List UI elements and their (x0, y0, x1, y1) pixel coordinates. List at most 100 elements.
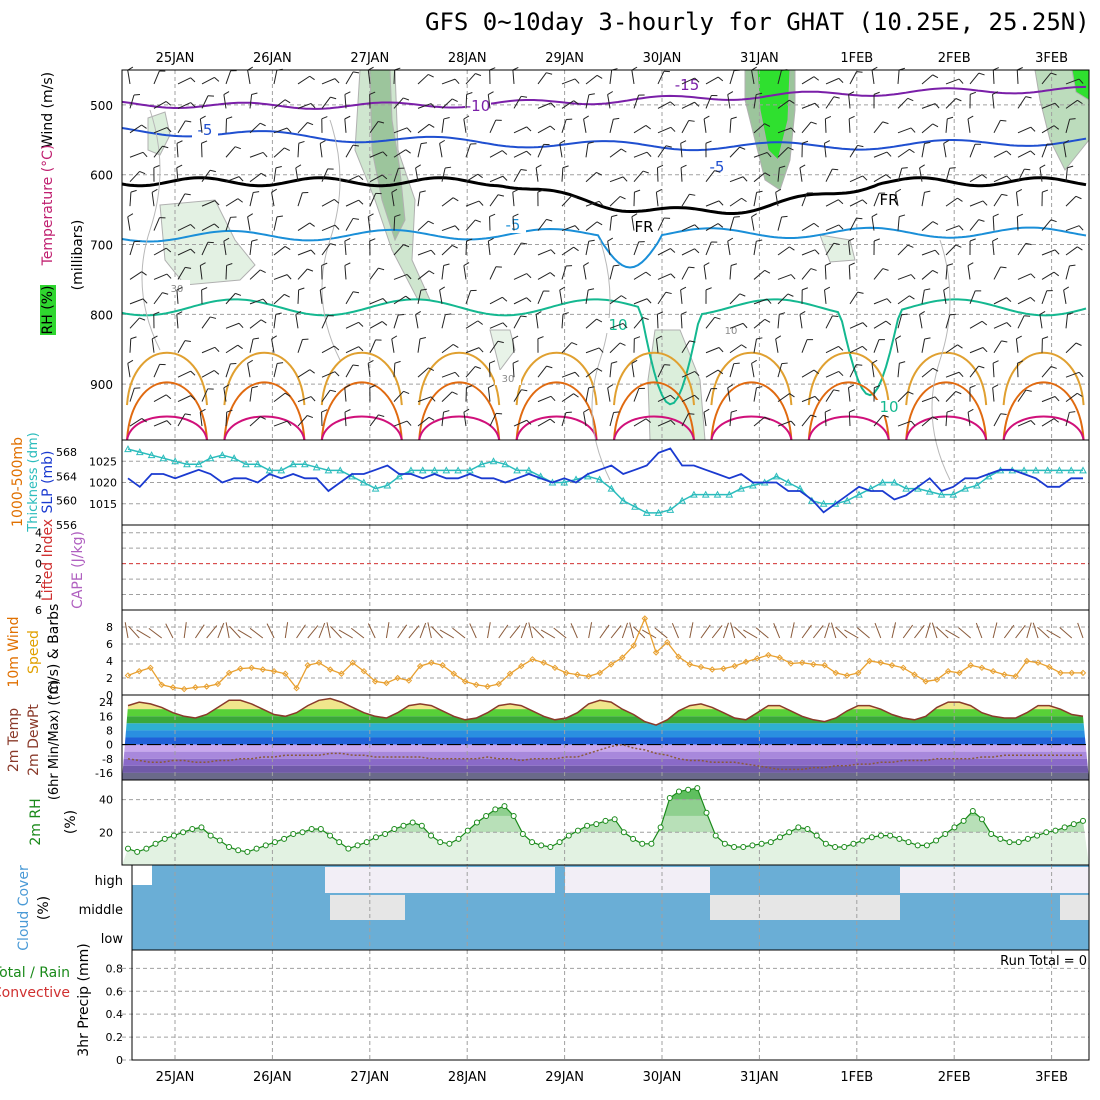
temp-contour-line (807, 415, 890, 441)
temp-tick-label: 8 (106, 724, 113, 737)
wind-barb (199, 408, 206, 427)
wind-barb-shaft (705, 388, 712, 402)
wind-barb-flag (764, 269, 771, 274)
wind-barb-flag (613, 411, 620, 413)
wind-barb (825, 168, 839, 182)
wind-barb-flag (1042, 336, 1049, 340)
wind-barb (799, 164, 806, 182)
wind-barb (153, 127, 172, 134)
rh-point (290, 830, 297, 837)
wind-barb (921, 337, 931, 353)
wind-barb-flag (201, 287, 208, 291)
wind-barb-shaft (393, 149, 407, 158)
wind-barb (969, 290, 982, 305)
wind-barb (873, 298, 892, 305)
wind10-barb (689, 622, 694, 639)
rh-point (271, 839, 278, 846)
precip-panel: 00.20.40.60.8 Run Total = 0 (106, 950, 1089, 1067)
wind-barb-flag (310, 103, 316, 109)
wind-barb (321, 168, 334, 182)
wind-barb-shaft (824, 118, 827, 133)
wind-barb-shaft (897, 148, 910, 158)
wind-barb-flag (588, 239, 595, 242)
wind-barb-flag (358, 346, 364, 352)
li-tick-label: 6 (35, 604, 42, 617)
wind-barb (801, 102, 820, 109)
wind-barb-flag (214, 346, 220, 352)
wind-barb-flag (665, 291, 672, 295)
wind-barb (705, 316, 721, 329)
wind-barb (441, 263, 450, 280)
temp-contour-line (1002, 381, 1085, 441)
label-slp: SLP (mb) (40, 450, 56, 513)
wind-speed-point (214, 680, 222, 688)
wind-barb-flag (874, 385, 881, 389)
wind-barb (729, 362, 740, 378)
wind-barb-flag (1054, 249, 1060, 255)
wind-barb (897, 361, 906, 378)
wind-barb-shaft (201, 200, 216, 207)
wind-barb-shaft (825, 345, 839, 354)
thickness-point (749, 481, 757, 489)
date-label-bottom: 26JAN (253, 1070, 292, 1085)
wind-barb (321, 224, 340, 232)
wind-barb (849, 345, 868, 354)
wind-speed-point (596, 669, 604, 677)
wind-barb (633, 189, 641, 207)
wind-barb-flag (537, 336, 544, 340)
wind10-barb (801, 624, 812, 639)
wind-barb (657, 126, 676, 134)
wind-barb-flag (277, 362, 284, 365)
rh-point (216, 837, 223, 844)
wind-barb (369, 151, 388, 158)
wind-barb-flag (1016, 335, 1022, 340)
wind-barb (921, 190, 931, 207)
wind-barb-flag (286, 274, 292, 280)
wind-barb-shaft (129, 241, 135, 256)
wind-barb (657, 101, 676, 109)
wind-barb-flag (226, 116, 233, 120)
wind-barb-flag (176, 286, 183, 291)
wind-speed-point (720, 665, 727, 672)
wind-barb-flag (832, 315, 839, 317)
wind-barb (127, 213, 134, 231)
wind-barb-flag (488, 384, 494, 389)
wind-speed-point (158, 681, 165, 689)
wind-barb (129, 240, 141, 256)
contour-label: 10 (879, 398, 898, 416)
wind-barb-flag (670, 273, 676, 279)
wind-barb (825, 96, 840, 109)
wind-barb-shaft (849, 145, 858, 158)
wind-barb-flag (919, 310, 925, 315)
wind10-barb (925, 622, 931, 639)
wind-barb-shaft (969, 290, 976, 305)
wind-barb (897, 295, 915, 305)
wind-barb-shaft (777, 274, 792, 280)
wind-speed-point (866, 657, 873, 665)
wind-barb-flag (214, 77, 220, 82)
li-tick-label: 4 (35, 527, 42, 540)
wind-barb-shaft (417, 143, 422, 158)
wind-barb (921, 249, 940, 256)
panel-frame (121, 609, 1090, 696)
thickness-point (1031, 466, 1040, 474)
wind-barb (921, 103, 940, 109)
wind-barb-shaft (801, 76, 815, 85)
wind-barb (225, 176, 244, 183)
wind-barb-shaft (921, 367, 934, 378)
contour-label-bg (495, 370, 521, 385)
wind-barb (345, 175, 364, 183)
rh-contour-line (931, 239, 951, 481)
wind-barb-shaft (223, 241, 227, 256)
wind-barb-flag (813, 222, 820, 228)
precip-tick-label: 0 (116, 1054, 123, 1067)
wind-barb (225, 363, 237, 378)
rh-point (795, 824, 802, 831)
wind-barb-shaft (969, 174, 983, 183)
label-2m-temp: 2m Temp (6, 708, 22, 772)
rh-point (639, 840, 646, 847)
wind-barb-shaft (967, 412, 971, 427)
wind-barb (561, 78, 580, 85)
wind-barb (583, 262, 589, 280)
